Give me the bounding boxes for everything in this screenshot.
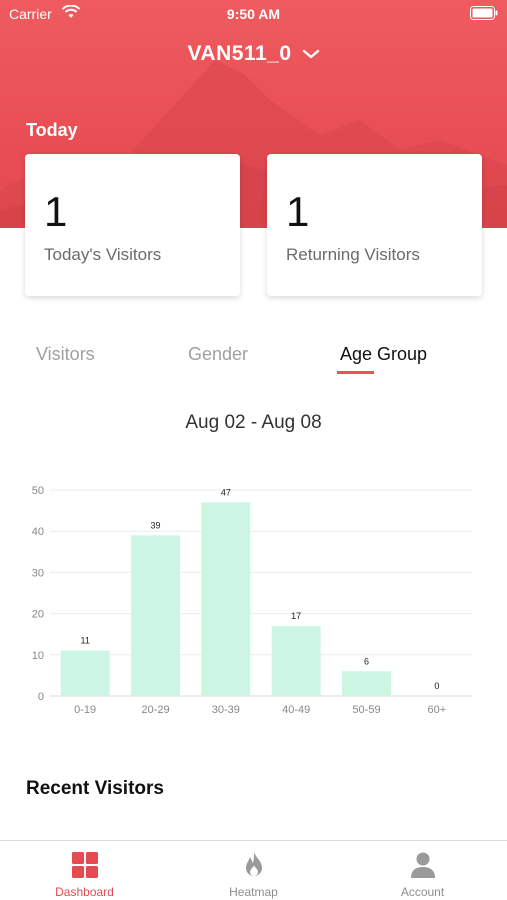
dashboard-icon: [72, 852, 98, 878]
bar: [201, 502, 251, 696]
y-tick-label: 40: [32, 526, 44, 538]
x-tick-label: 60+: [427, 704, 446, 716]
x-tick-label: 30-39: [212, 704, 240, 716]
bar-value-label: 11: [80, 636, 89, 646]
flame-icon: [246, 852, 262, 876]
tabbar-item-heatmap[interactable]: Heatmap: [169, 841, 338, 900]
carrier-label: Carrier: [9, 6, 52, 22]
wifi-icon: [62, 5, 80, 18]
x-tick-label: 0-19: [74, 704, 96, 716]
person-icon: [411, 852, 435, 878]
recent-visitors-title: Recent Visitors: [26, 778, 164, 799]
bar: [271, 625, 321, 696]
bar-value-label: 39: [150, 520, 160, 530]
date-range: Aug 02 - Aug 08: [185, 412, 322, 433]
y-tick-label: 20: [32, 609, 44, 621]
bar-value-label: 47: [221, 487, 231, 497]
x-tick-label: 20-29: [141, 704, 169, 716]
status-time: 9:50 AM: [226, 6, 281, 22]
active-tab-indicator: [337, 371, 374, 374]
bottom-tab-bar: Dashboard Heatmap Account: [0, 840, 507, 900]
stat-label: Today's Visitors: [44, 245, 162, 264]
tabbar-label: Heatmap: [229, 885, 278, 899]
tabbar-item-dashboard[interactable]: Dashboard: [0, 841, 169, 900]
stat-value: 1: [286, 188, 310, 235]
tabbar-label: Dashboard: [55, 885, 114, 899]
stat-value: 1: [44, 188, 68, 235]
tabbar-label: Account: [400, 885, 445, 899]
tab-age-group[interactable]: Age Group: [340, 344, 428, 364]
bar-value-label: 17: [291, 611, 301, 621]
bar-value-label: 0: [434, 681, 439, 691]
x-tick-label: 50-59: [352, 704, 380, 716]
section-label-today: Today: [26, 120, 78, 140]
status-bar: Carrier 9:50 AM: [0, 0, 507, 28]
stat-card-today-visitors[interactable]: 1 Today's Visitors: [25, 154, 240, 296]
tab-gender[interactable]: Gender: [188, 344, 249, 364]
store-name: VAN511_0: [187, 42, 292, 65]
store-selector[interactable]: VAN511_0: [0, 40, 507, 68]
stat-label: Returning Visitors: [286, 245, 420, 264]
bar: [342, 671, 391, 696]
battery-icon: [470, 6, 498, 20]
tabbar-item-account[interactable]: Account: [338, 841, 507, 900]
y-tick-label: 50: [32, 485, 44, 497]
age-group-bar-chart: 0 10 20 30 40 50 11 0-19 39 20-29 47 30-39 17 40-49 6 5…: [32, 485, 472, 716]
bar: [60, 650, 110, 696]
y-tick-label: 0: [38, 691, 44, 703]
bar: [131, 535, 180, 696]
chevron-down-icon: [302, 49, 319, 59]
x-tick-label: 40-49: [282, 704, 310, 716]
y-tick-label: 30: [32, 567, 44, 579]
tab-visitors[interactable]: Visitors: [36, 344, 95, 364]
stat-card-returning-visitors[interactable]: 1 Returning Visitors: [267, 154, 482, 296]
segment-tabs: Visitors Gender Age Group: [0, 340, 507, 380]
bar-value-label: 6: [364, 656, 369, 666]
y-tick-label: 10: [32, 650, 44, 662]
